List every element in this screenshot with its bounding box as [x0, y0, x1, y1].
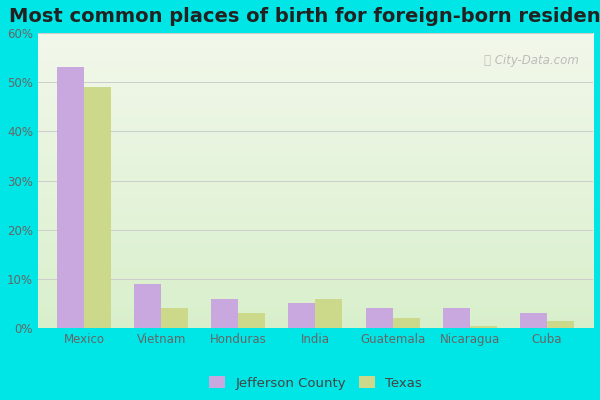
Bar [134, 284, 161, 328]
Bar [392, 318, 419, 328]
Legend: Jefferson County, Texas: Jefferson County, Texas [203, 371, 427, 395]
Bar [238, 313, 265, 328]
Bar [443, 308, 470, 328]
Bar [547, 321, 574, 328]
Bar [316, 298, 343, 328]
Text: ⓘ City-Data.com: ⓘ City-Data.com [484, 54, 579, 67]
Title: Most common places of birth for foreign-born residents: Most common places of birth for foreign-… [9, 7, 600, 26]
Bar [84, 87, 111, 328]
Bar [289, 304, 316, 328]
Bar [470, 326, 497, 328]
Bar [161, 308, 188, 328]
Bar [57, 68, 84, 328]
Bar [520, 313, 547, 328]
Bar [365, 308, 392, 328]
Bar [211, 298, 238, 328]
